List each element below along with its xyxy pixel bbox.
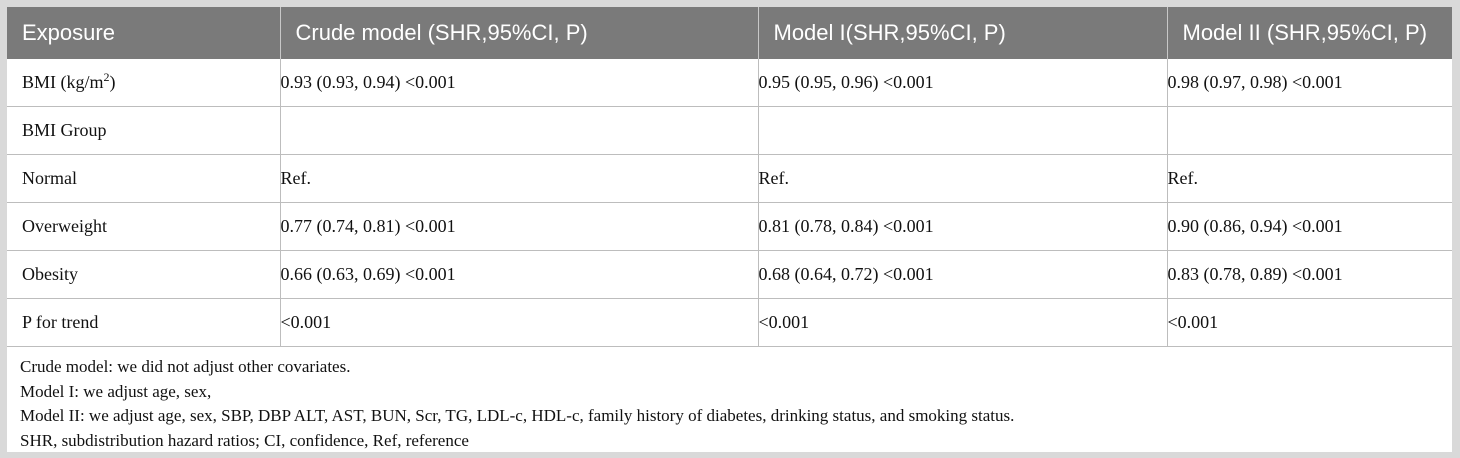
header-exposure: Exposure: [7, 7, 281, 59]
cell-bmi-group-model2: [1167, 106, 1452, 155]
footnote-model-1: Model I: we adjust age, sex,: [20, 381, 212, 401]
bmi-label-superscript: 2: [103, 70, 110, 84]
footnote-model-2: Model II: we adjust age, sex, SBP, DBP A…: [20, 406, 1015, 425]
bmi-label-text: BMI (kg/m: [22, 72, 104, 92]
table-row-overweight: Overweight 0.77 (0.74, 0.81) <0.001 0.81…: [7, 202, 1452, 251]
header-crude-model: Crude model (SHR,95%CI, P): [280, 7, 759, 59]
header-model-2: Model II (SHR,95%CI, P): [1167, 7, 1452, 59]
table-footnotes: Crude model: we did not adjust other cov…: [20, 355, 1014, 453]
cell-normal-model1: Ref.: [758, 154, 1168, 203]
bmi-label-close: ): [109, 72, 116, 92]
cell-trend-crude: <0.001: [280, 298, 759, 347]
cell-bmi-crude: 0.93 (0.93, 0.94) <0.001: [280, 59, 759, 107]
table-row-bmi-group: BMI Group: [7, 106, 1452, 155]
cell-bmi-group-crude: [280, 106, 759, 155]
row-label-bmi-group: BMI Group: [7, 106, 281, 155]
cell-normal-crude: Ref.: [280, 154, 759, 203]
row-label-normal: Normal: [7, 154, 281, 203]
footnote-crude-model: Crude model: we did not adjust other cov…: [20, 357, 351, 376]
cell-trend-model2: <0.001: [1167, 298, 1452, 347]
row-label-overweight: Overweight: [7, 202, 281, 251]
table-sheet: Exposure Crude model (SHR,95%CI, P) Mode…: [7, 7, 1452, 452]
header-model-1: Model I(SHR,95%CI, P): [758, 7, 1168, 59]
cell-bmi-model2: 0.98 (0.97, 0.98) <0.001: [1167, 59, 1452, 107]
cell-bmi-group-model1: [758, 106, 1168, 155]
cell-overweight-model2: 0.90 (0.86, 0.94) <0.001: [1167, 202, 1452, 251]
cell-overweight-model1: 0.81 (0.78, 0.84) <0.001: [758, 202, 1168, 251]
cell-bmi-model1: 0.95 (0.95, 0.96) <0.001: [758, 59, 1168, 107]
footnote-abbreviations: SHR, subdistribution hazard ratios; CI, …: [20, 430, 469, 450]
cell-normal-model2: Ref.: [1167, 154, 1452, 203]
header-row: Exposure Crude model (SHR,95%CI, P) Mode…: [7, 7, 1452, 59]
results-table: Exposure Crude model (SHR,95%CI, P) Mode…: [7, 7, 1452, 347]
row-label-bmi: BMI (kg/m2): [7, 59, 281, 107]
cell-overweight-crude: 0.77 (0.74, 0.81) <0.001: [280, 202, 759, 251]
table-row-trend: P for trend <0.001 <0.001 <0.001: [7, 298, 1452, 347]
table-row-normal: Normal Ref. Ref. Ref.: [7, 154, 1452, 203]
cell-trend-model1: <0.001: [758, 298, 1168, 347]
table-header: Exposure Crude model (SHR,95%CI, P) Mode…: [7, 7, 1452, 59]
cell-obesity-model2: 0.83 (0.78, 0.89) <0.001: [1167, 250, 1452, 299]
table-row-obesity: Obesity 0.66 (0.63, 0.69) <0.001 0.68 (0…: [7, 250, 1452, 299]
row-label-obesity: Obesity: [7, 250, 281, 299]
table-body: BMI (kg/m2) 0.93 (0.93, 0.94) <0.001 0.9…: [7, 59, 1452, 347]
row-label-trend: P for trend: [7, 298, 281, 347]
table-row-bmi: BMI (kg/m2) 0.93 (0.93, 0.94) <0.001 0.9…: [7, 59, 1452, 107]
cell-obesity-model1: 0.68 (0.64, 0.72) <0.001: [758, 250, 1168, 299]
cell-obesity-crude: 0.66 (0.63, 0.69) <0.001: [280, 250, 759, 299]
